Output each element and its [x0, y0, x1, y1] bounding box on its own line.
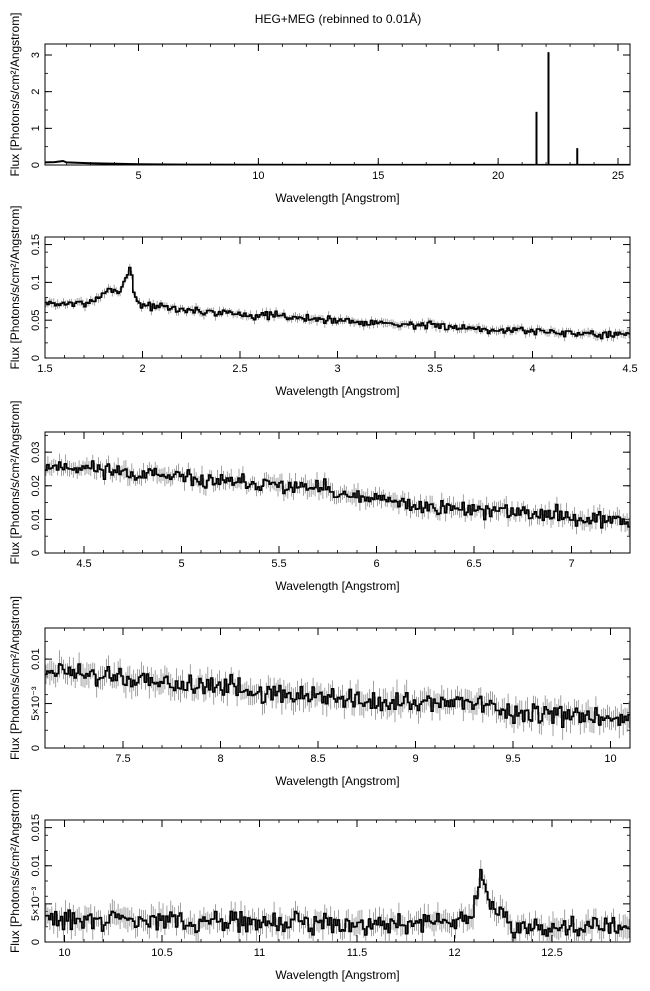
y-tick-label: 0.01	[30, 509, 42, 530]
x-axis-label: Wavelength [Angstrom]	[275, 579, 399, 593]
x-axis-label: Wavelength [Angstrom]	[275, 968, 399, 982]
y-tick-label: 2	[30, 89, 42, 95]
x-tick-label: 9	[412, 753, 418, 765]
x-tick-label: 2	[139, 363, 145, 375]
panel-2: 1.5 2 2.5 3 3.5 4 4.5 0 0.05 0.1 0.15 Wavelength [A…	[8, 205, 638, 398]
x-tick-label: 5.5	[271, 558, 286, 570]
y-tick-label: 0	[30, 939, 42, 945]
plot-frame	[44, 236, 631, 359]
x-tick-label: 3.5	[427, 363, 442, 375]
spectrum-histogram	[45, 266, 630, 340]
x-tick-label: 4	[529, 363, 535, 375]
y-tick-label: 0.15	[30, 234, 42, 255]
y-tick-label: 5×10⁻³	[30, 886, 42, 921]
y-tick-label: 5×10⁻³	[30, 686, 42, 721]
series-area	[45, 650, 630, 740]
x-tick-label: 11	[254, 947, 265, 959]
x-tick-label: 3	[334, 363, 340, 375]
x-tick-label: 10.5	[151, 947, 172, 959]
spectrum-continuum	[45, 159, 630, 165]
panel-4: 7.5 8 8.5 9 9.5 10 0 5×10⁻³ 0.01 Wavelength [Angs…	[8, 596, 631, 788]
y-tick-label: 1	[30, 125, 42, 131]
panel-3: 4.5 5 5.5 6 6.5 7 0 0.01 0.02 0.03 Wavelength [Ang…	[8, 400, 631, 593]
x-tick-label: 10	[604, 753, 616, 765]
y-tick-label: 0.02	[30, 475, 42, 496]
x-tick-label: 6	[373, 558, 379, 570]
series-area	[45, 453, 630, 536]
x-tick-label: 7	[568, 558, 574, 570]
x-tick-label: 2.5	[232, 363, 247, 375]
x-axis-label: Wavelength [Angstrom]	[275, 191, 399, 205]
x-tick-label: 12	[448, 947, 460, 959]
x-tick-label: 7.5	[115, 753, 130, 765]
y-axis-label: Flux [Photons/s/cm²/Angstrom]	[8, 12, 22, 176]
series-area	[45, 860, 630, 942]
plot-frame	[44, 431, 631, 554]
plot-frame	[44, 627, 631, 749]
y-tick-label: 0.1	[30, 275, 42, 290]
x-tick-label: 8.5	[310, 753, 325, 765]
x-tick-label: 1.5	[37, 363, 52, 375]
panel-5: 10 10.5 11 11.5 12 12.5 0 5×10⁻³ 0.01 0.015 Wavele…	[8, 789, 631, 982]
x-tick-label: 10	[58, 947, 70, 959]
x-tick-label: 10	[252, 170, 264, 182]
x-tick-label: 6.5	[466, 558, 481, 570]
y-tick-label: 0.01	[30, 648, 42, 669]
x-tick-label: 5	[135, 170, 141, 182]
y-axis-label: Flux [Photons/s/cm²/Angstrom]	[8, 205, 22, 369]
x-tick-label: 4.5	[622, 363, 637, 375]
y-axis-label: Flux [Photons/s/cm²/Angstrom]	[8, 789, 22, 953]
x-tick-label: 12.5	[541, 947, 562, 959]
y-tick-label: 0.015	[30, 814, 42, 842]
figure-title: HEG+MEG (rebinned to 0.01Å)	[255, 11, 421, 26]
spectrum-histogram	[45, 868, 630, 939]
error-bars	[45, 650, 630, 740]
x-tick-label: 15	[372, 170, 384, 182]
panel-1: 5 10 15 20 25 0 1 2 3 Wavelength [Angstrom] Flux […	[8, 12, 631, 205]
y-tick-label: 0	[30, 162, 42, 168]
y-tick-label: 0	[30, 745, 42, 751]
series-area	[45, 52, 630, 165]
y-tick-label: 0	[30, 355, 42, 361]
error-bars	[45, 453, 630, 536]
y-tick-label: 0	[30, 550, 42, 556]
spectrum-histogram	[45, 663, 630, 728]
y-axis-label: Flux [Photons/s/cm²/Angstrom]	[8, 596, 22, 760]
x-tick-label: 4.5	[76, 558, 91, 570]
x-axis-label: Wavelength [Angstrom]	[275, 384, 399, 398]
y-tick-label: 0.05	[30, 309, 42, 330]
x-tick-label: 9.5	[505, 753, 520, 765]
y-tick-label: 0.01	[30, 855, 42, 876]
plot-frame	[44, 43, 631, 166]
x-tick-label: 8	[217, 753, 223, 765]
x-axis-label: Wavelength [Angstrom]	[275, 774, 399, 788]
y-tick-label: 0.03	[30, 441, 42, 462]
y-axis-label: Flux [Photons/s/cm²/Angstrom]	[8, 400, 22, 564]
x-tick-label: 25	[612, 170, 624, 182]
spectrum-histogram	[45, 460, 630, 529]
x-tick-label: 5	[178, 558, 184, 570]
y-tick-label: 3	[30, 52, 42, 58]
x-tick-label: 11.5	[347, 947, 368, 959]
x-tick-label: 20	[492, 170, 504, 182]
series-area	[45, 263, 630, 342]
